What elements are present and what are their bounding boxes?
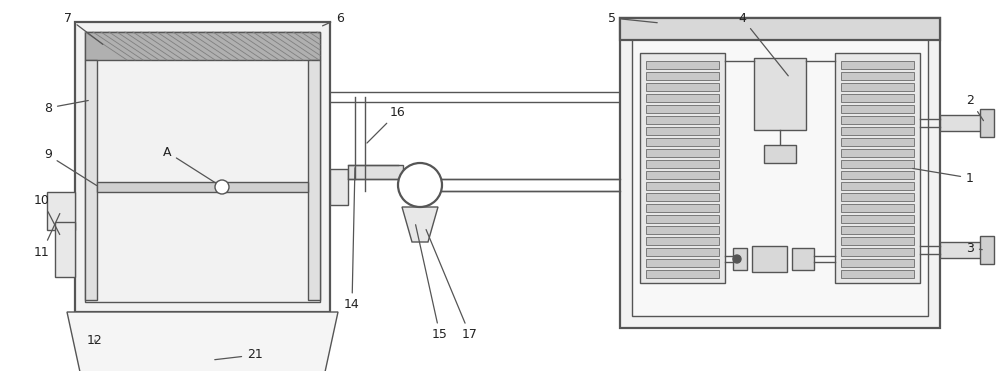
Bar — [752, 246, 787, 272]
Text: 12: 12 — [87, 334, 103, 347]
Bar — [841, 204, 914, 212]
Bar — [55, 222, 75, 277]
Bar — [841, 226, 914, 234]
Bar — [632, 30, 928, 316]
Bar — [835, 53, 920, 283]
Circle shape — [215, 180, 229, 194]
Text: 11: 11 — [34, 214, 60, 259]
Bar — [733, 248, 747, 270]
Bar — [754, 58, 806, 130]
Bar — [47, 192, 75, 230]
Text: 7: 7 — [64, 12, 103, 44]
Bar — [646, 72, 719, 80]
Text: 6: 6 — [323, 12, 344, 26]
Bar — [97, 182, 308, 192]
Text: 1: 1 — [913, 168, 974, 184]
Text: 21: 21 — [215, 348, 263, 361]
Text: A: A — [163, 145, 220, 186]
Bar — [646, 270, 719, 278]
Bar — [646, 160, 719, 168]
Circle shape — [398, 163, 442, 207]
Polygon shape — [402, 207, 438, 242]
Bar — [980, 236, 994, 264]
Text: 3: 3 — [966, 242, 982, 255]
Bar — [980, 109, 994, 137]
Bar — [646, 237, 719, 245]
Text: 5: 5 — [608, 12, 657, 24]
Bar — [646, 116, 719, 124]
Bar — [620, 18, 940, 328]
Bar — [841, 160, 914, 168]
Bar — [330, 169, 348, 205]
Bar — [308, 60, 320, 300]
Bar — [646, 149, 719, 157]
Bar — [646, 94, 719, 102]
Text: 4: 4 — [738, 12, 788, 76]
Bar — [646, 248, 719, 256]
Bar — [841, 149, 914, 157]
Bar — [646, 127, 719, 135]
Bar — [646, 171, 719, 179]
Bar — [646, 193, 719, 201]
Text: 9: 9 — [44, 148, 97, 186]
Text: 10: 10 — [34, 194, 60, 234]
Polygon shape — [67, 312, 338, 371]
Bar — [841, 171, 914, 179]
Bar — [792, 248, 814, 270]
Bar — [85, 32, 320, 302]
Text: 14: 14 — [344, 168, 360, 312]
Bar — [85, 32, 320, 60]
Bar — [841, 105, 914, 113]
Circle shape — [733, 255, 741, 263]
Bar — [646, 259, 719, 267]
Bar — [646, 182, 719, 190]
Bar — [646, 105, 719, 113]
Bar — [764, 145, 796, 163]
Bar — [841, 259, 914, 267]
Bar — [841, 83, 914, 91]
Text: 16: 16 — [367, 105, 406, 143]
Bar — [646, 215, 719, 223]
Text: 17: 17 — [426, 230, 478, 341]
Bar — [646, 204, 719, 212]
Bar — [85, 60, 97, 300]
Bar — [940, 115, 988, 131]
Bar — [646, 83, 719, 91]
Bar — [646, 61, 719, 69]
Bar — [841, 127, 914, 135]
Bar — [841, 72, 914, 80]
Bar — [841, 138, 914, 146]
Bar — [841, 237, 914, 245]
Bar — [841, 270, 914, 278]
Bar — [841, 215, 914, 223]
Bar — [75, 22, 330, 312]
Bar — [646, 138, 719, 146]
Bar — [841, 94, 914, 102]
Text: 15: 15 — [416, 225, 448, 341]
Text: 2: 2 — [966, 93, 983, 121]
Bar — [841, 182, 914, 190]
Bar — [646, 226, 719, 234]
Bar — [940, 242, 988, 258]
Bar — [841, 248, 914, 256]
Bar — [620, 18, 940, 40]
Bar — [348, 165, 403, 179]
Bar — [841, 116, 914, 124]
Bar — [841, 61, 914, 69]
Bar — [841, 193, 914, 201]
Bar — [640, 53, 725, 283]
Text: 8: 8 — [44, 101, 88, 115]
